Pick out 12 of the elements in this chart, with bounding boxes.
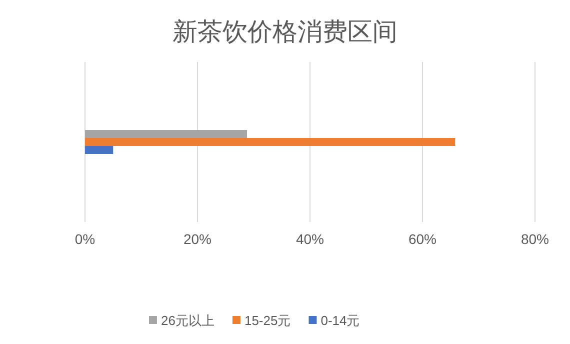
bar [85,146,114,154]
legend-label: 15-25元 [244,313,291,328]
x-tick-label: 40% [296,231,324,247]
legend-label: 26元以上 [161,313,214,328]
bar [85,138,456,146]
x-tick-label: 0% [74,231,96,247]
chart-title: 新茶饮价格消费区间 [172,18,398,46]
legend-label: 0-14元 [320,313,360,328]
bar [85,130,247,138]
x-tick-label: 80% [520,231,550,247]
x-tick-label: 20% [183,231,212,247]
x-tick-label: 60% [408,231,437,247]
